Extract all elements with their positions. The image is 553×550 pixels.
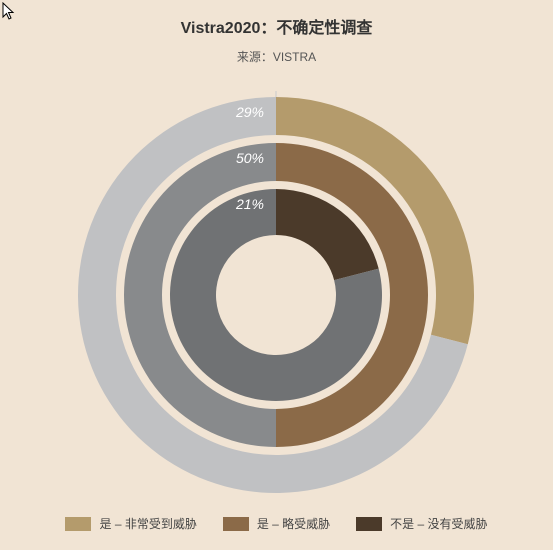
legend-swatch-0	[65, 517, 91, 531]
ring-label-middle: 50%	[236, 150, 264, 166]
legend-text-0: 是 – 非常受到威胁	[99, 515, 196, 532]
legend: 是 – 非常受到威胁 是 – 略受威胁 不是 – 没有受威胁	[0, 515, 553, 532]
concentric-donut-chart	[0, 80, 553, 510]
page-root: Vistra2020：不确定性调查 来源：VISTRA 29% 50% 21% 是 …	[0, 0, 553, 550]
legend-text-2: 不是 – 没有受威胁	[390, 515, 487, 532]
legend-text-1: 是 – 略受威胁	[257, 515, 330, 532]
legend-item-1: 是 – 略受威胁	[223, 515, 330, 532]
chart-area	[0, 80, 553, 510]
chart-subtitle: 来源：VISTRA	[0, 38, 553, 65]
legend-item-0: 是 – 非常受到威胁	[65, 515, 196, 532]
ring-label-outer: 29%	[236, 104, 264, 120]
legend-swatch-1	[223, 517, 249, 531]
legend-item-2: 不是 – 没有受威胁	[356, 515, 487, 532]
legend-swatch-2	[356, 517, 382, 531]
chart-title: Vistra2020：不确定性调查	[0, 0, 553, 38]
ring-label-inner: 21%	[236, 196, 264, 212]
